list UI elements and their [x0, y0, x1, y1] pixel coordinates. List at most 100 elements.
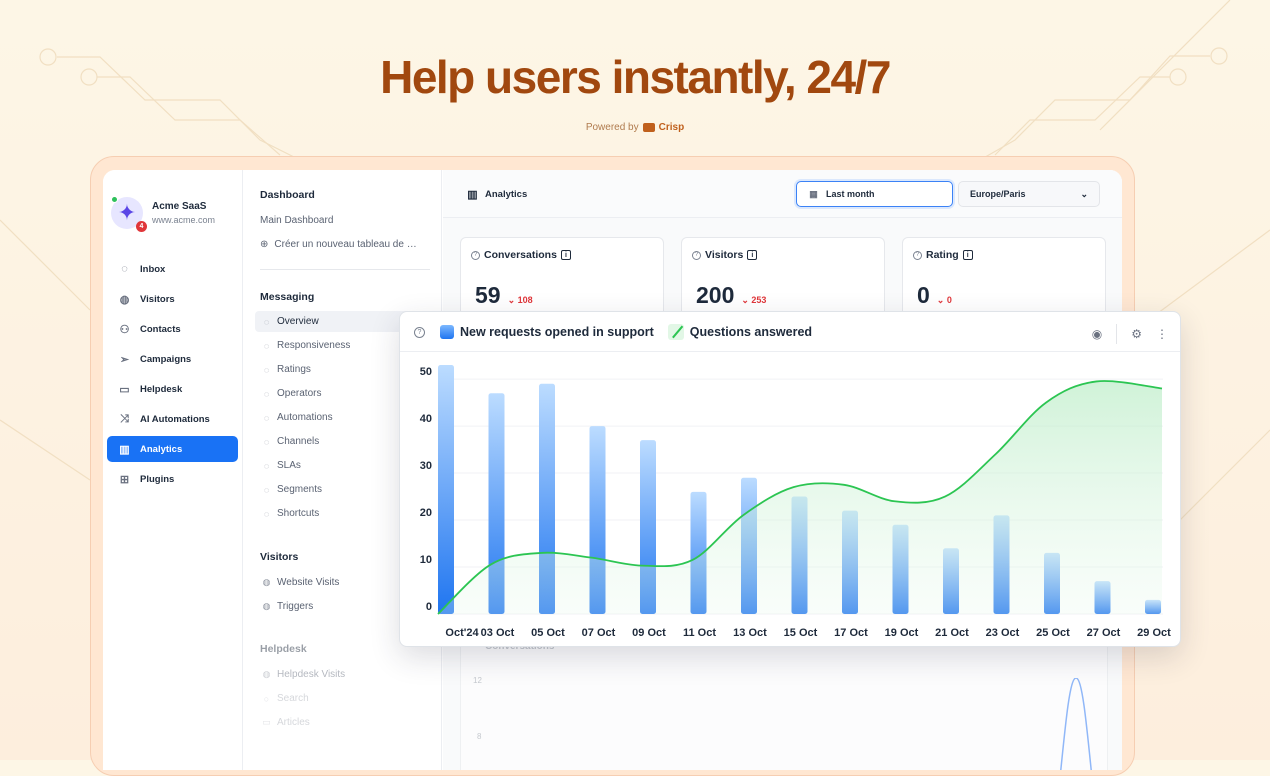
- submenu-item-responsiveness[interactable]: ◌ Responsiveness: [255, 335, 430, 356]
- submenu-item-overview[interactable]: ◌ Overview: [255, 311, 430, 332]
- hero-title: Help users instantly, 24/7: [380, 51, 891, 103]
- y-tick-label: 40: [420, 413, 432, 425]
- chat-bubble-icon: ◌: [263, 388, 270, 399]
- submenu-item-label: Automations: [277, 412, 333, 423]
- nav-item-inbox[interactable]: ◌ Inbox: [107, 256, 238, 282]
- bar[interactable]: [438, 365, 454, 614]
- submenu-item-triggers[interactable]: ◍ Triggers: [255, 596, 430, 617]
- page-title: ▥ Analytics: [466, 188, 527, 201]
- x-tick-label: 19 Oct: [885, 627, 919, 639]
- eye-icon[interactable]: ◉: [1091, 327, 1103, 341]
- stat-card-rating: ? Rating i 0 ⌄ 0: [902, 237, 1106, 317]
- mini-spike-chart: [1060, 678, 1092, 770]
- info-icon[interactable]: i: [560, 250, 571, 260]
- hero: Help users instantly, 24/7 Powered by Cr…: [0, 50, 1270, 133]
- stat-value: 0: [917, 282, 930, 308]
- x-tick-label: 07 Oct: [582, 627, 616, 639]
- nav-item-label: AI Automations: [140, 413, 210, 425]
- submenu-item-helpdesk-visits[interactable]: ◍ Helpdesk Visits: [255, 664, 430, 685]
- nav-item-analytics[interactable]: ▥ Analytics: [107, 436, 238, 462]
- legend-swatch-line: [667, 324, 684, 340]
- create-dashboard-link[interactable]: ⊕ Créer un nouveau tableau de …: [260, 239, 417, 250]
- submenu-item-label: Ratings: [277, 364, 311, 375]
- info-icon[interactable]: i: [962, 250, 973, 260]
- help-circle-icon[interactable]: ?: [414, 327, 425, 338]
- stat-label: Visitors: [705, 249, 744, 261]
- nav-item-label: Helpdesk: [140, 383, 183, 395]
- crisp-logo-icon: [642, 123, 655, 132]
- help-circle-icon[interactable]: ?: [471, 250, 480, 260]
- info-icon[interactable]: i: [747, 250, 758, 260]
- arrow-down-icon: ⌄: [507, 295, 518, 305]
- submenu-item-automations[interactable]: ◌ Automations: [255, 407, 430, 428]
- globe-icon: ◍: [262, 669, 271, 679]
- chart-icon: ▥: [467, 189, 478, 201]
- more-vertical-icon[interactable]: ⋮: [1156, 327, 1168, 341]
- nav-item-plugins[interactable]: ⊞ Plugins: [107, 466, 238, 492]
- x-tick-label: 05 Oct: [531, 627, 565, 639]
- submenu-item-shortcuts[interactable]: ◌ Shortcuts: [255, 503, 430, 524]
- nav-item-label: Visitors: [140, 293, 175, 305]
- online-status-dot: [111, 196, 118, 203]
- stat-card-conversations: ? Conversations i 59 ⌄ 108: [460, 237, 664, 317]
- gear-icon[interactable]: ⚙: [1131, 327, 1142, 341]
- submenu-item-website-visits[interactable]: ◍ Website Visits: [255, 572, 430, 593]
- submenu-divider: [260, 269, 430, 270]
- workspace-switcher[interactable]: ✦ 4 Acme SaaS www.acme.com: [111, 196, 215, 232]
- stat-delta: ⌄ 0: [937, 295, 952, 306]
- nav-item-helpdesk[interactable]: ▭ Helpdesk: [107, 376, 238, 402]
- submenu-item-label: Search: [277, 693, 309, 704]
- nav-item-label: Inbox: [140, 263, 166, 275]
- x-tick-label: 17 Oct: [834, 627, 868, 639]
- submenu-item-label: Triggers: [277, 601, 314, 612]
- actions-divider: [1116, 324, 1118, 344]
- conversations-chart-card: Conversations 12 8: [460, 637, 1108, 770]
- date-range-picker[interactable]: ▦ Last month: [796, 181, 953, 207]
- timezone-select[interactable]: Europe/Paris ⌄: [958, 181, 1100, 207]
- stat-value-row: 0 ⌄ 0: [917, 282, 952, 309]
- submenu-item-ratings[interactable]: ◌ Ratings: [255, 359, 430, 380]
- submenu-item-articles[interactable]: ▭ Articles: [255, 712, 430, 733]
- submenu-item-slas[interactable]: ◌ SLAs: [255, 455, 430, 476]
- help-circle-icon[interactable]: ?: [913, 250, 922, 260]
- stat-value: 59: [475, 282, 501, 308]
- submenu-item-operators[interactable]: ◌ Operators: [255, 383, 430, 404]
- chat-bubble-icon: ◌: [263, 316, 270, 327]
- chat-bubble-icon: ◌: [263, 340, 270, 351]
- y-tick-label: 20: [420, 507, 432, 519]
- help-circle-icon[interactable]: ?: [692, 250, 701, 260]
- stat-label: Rating: [926, 249, 959, 261]
- main-dashboard-link[interactable]: Main Dashboard: [260, 215, 334, 226]
- submenu-item-search[interactable]: ○ Search: [255, 688, 430, 709]
- book-icon: ▭: [119, 383, 130, 396]
- sparkle-icon: ✦: [117, 200, 137, 225]
- submenu-item-label: Operators: [277, 388, 322, 399]
- chat-bubble-icon: ◌: [263, 460, 270, 471]
- workspace-name: Acme SaaS: [152, 201, 207, 212]
- nav-item-contacts[interactable]: ⚇ Contacts: [107, 316, 238, 342]
- powered-by-label: Powered by: [585, 122, 639, 133]
- visitors-heading: Visitors: [260, 551, 299, 563]
- nav-item-ai-automations[interactable]: ⤨ AI Automations: [107, 406, 238, 432]
- series-line[interactable]: [437, 380, 1163, 615]
- shuffle-icon: ⤨: [120, 412, 129, 425]
- nav-item-campaigns[interactable]: ➢ Campaigns: [107, 346, 238, 372]
- nav-list: ◌ Inbox ◍ Visitors ⚇ Contacts ➢ Campaigns ▭ H…: [107, 256, 238, 496]
- search-icon: ○: [263, 693, 270, 704]
- x-tick-label: 25 Oct: [1036, 627, 1070, 639]
- legend-label-bars: New requests opened in support: [460, 325, 654, 339]
- submenu-item-label: SLAs: [277, 460, 301, 471]
- chart-panel-header: ? New requests opened in support Questio…: [400, 312, 1180, 352]
- stat-value: 200: [696, 282, 735, 308]
- chart-actions: ◉ ⚙ ⋮: [1092, 324, 1168, 344]
- x-tick-label: 13 Oct: [733, 627, 767, 639]
- page-title-label: Analytics: [485, 189, 528, 200]
- dashboard-heading: Dashboard: [260, 189, 315, 201]
- powered-by: Powered by Crisp: [0, 122, 1270, 133]
- submenu-item-segments[interactable]: ◌ Segments: [255, 479, 430, 500]
- chat-bubble-icon: ◌: [263, 412, 270, 423]
- globe-icon: ◍: [262, 601, 271, 611]
- submenu-item-channels[interactable]: ◌ Channels: [255, 431, 430, 452]
- submenu-item-label: Channels: [277, 436, 320, 447]
- nav-item-visitors[interactable]: ◍ Visitors: [107, 286, 238, 312]
